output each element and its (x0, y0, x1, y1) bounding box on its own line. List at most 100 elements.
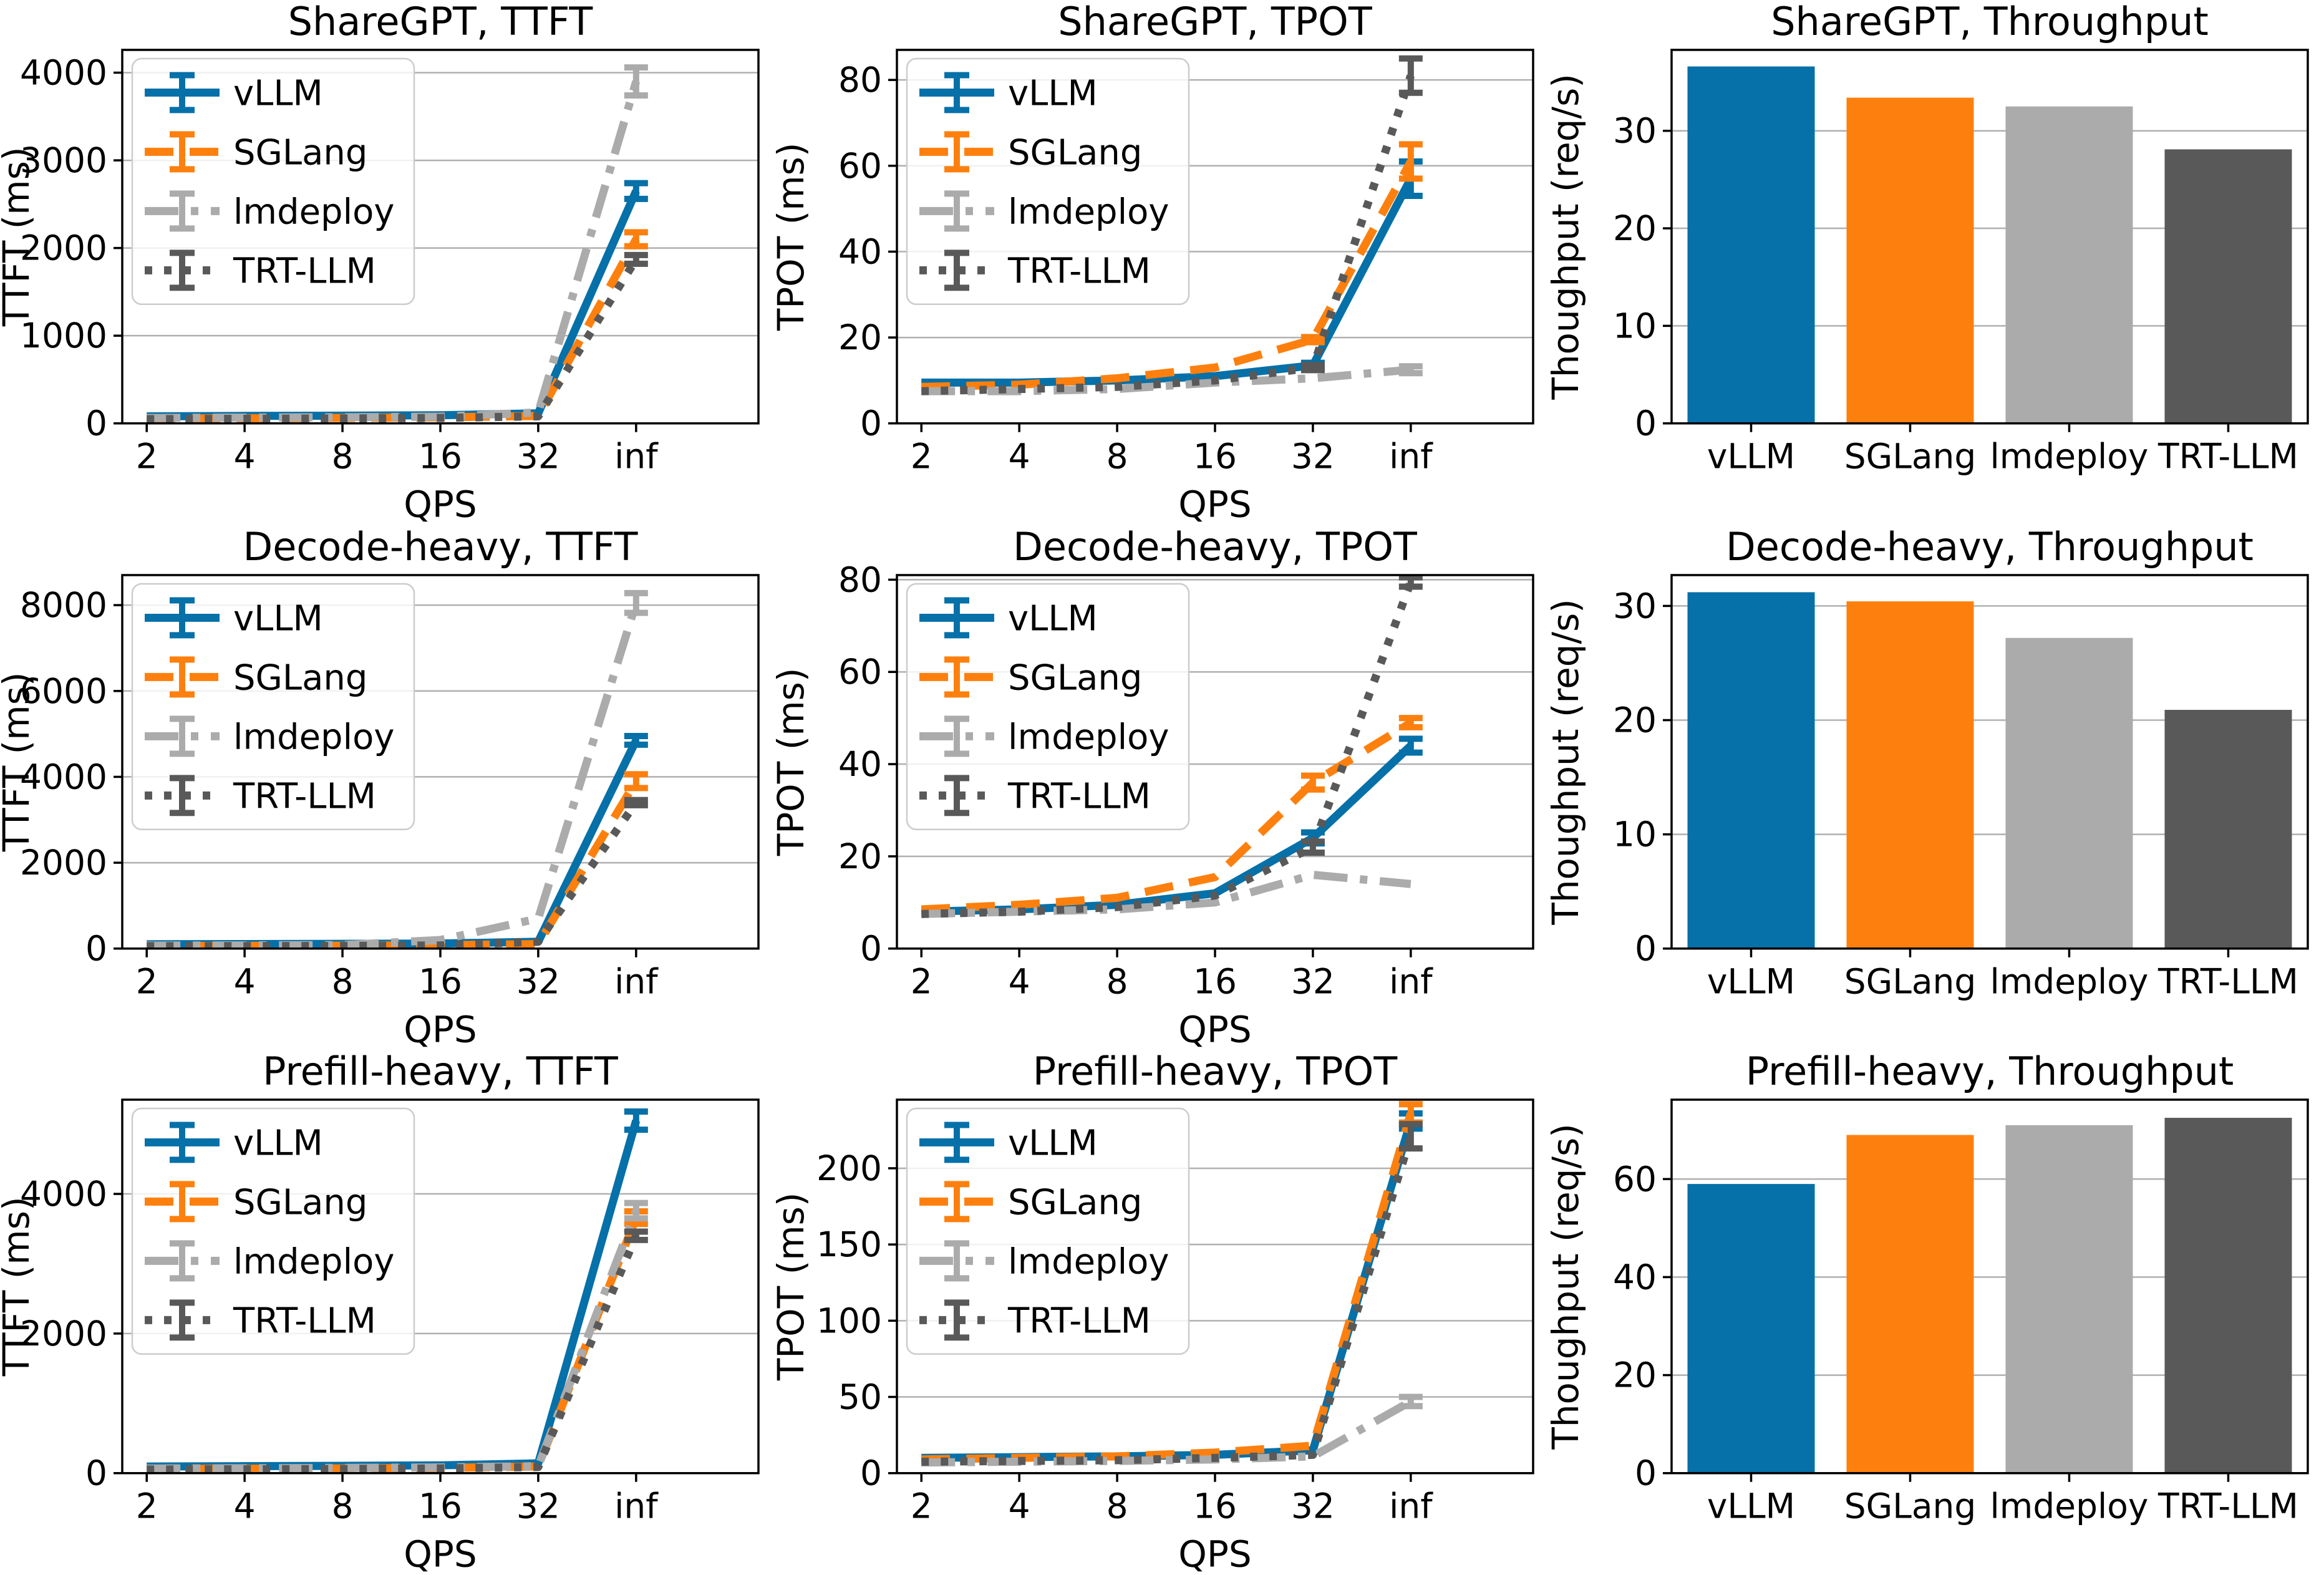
y-tick-label: 10 (1613, 814, 1657, 854)
series-TRT-LLM (921, 574, 1423, 918)
plot-data (1687, 592, 2292, 949)
plot-border (896, 1098, 1534, 1475)
legend-label: lmdeploy (1008, 1242, 1169, 1282)
y-tick-label: 40 (1613, 1258, 1657, 1297)
plot-border (1670, 1098, 2309, 1475)
y-tick-label: 20 (1613, 1355, 1657, 1395)
chart-sharegpt-throughput: 0 10 20 30 vLLM SGLang lmdeploy TRT-LLM ShareGPT… (1549, 0, 2324, 525)
bar-vLLM (1687, 1184, 1815, 1474)
y-tick-label: 30 (1613, 586, 1657, 626)
chart-title: ShareGPT, TTFT (288, 0, 594, 44)
x-tick-label: 4 (1009, 961, 1030, 1001)
legend-item-SGLang: SGLang (919, 1181, 1142, 1223)
legend-item-TRT-LLM: TRT-LLM (919, 774, 1151, 817)
x-tick-label: TRT-LLM (2157, 961, 2298, 1001)
bar-TRT-LLM (2164, 1118, 2292, 1474)
plot-border (896, 49, 1534, 425)
legend-item-vLLM: vLLM (145, 597, 323, 639)
y-tick-label: 60 (838, 146, 882, 186)
bar-lmdeploy (2005, 1125, 2133, 1474)
axes-ticks: 0 10 20 30 vLLM SGLang lmdeploy TRT-LLM (1613, 586, 2298, 1001)
legend-item-vLLM: vLLM (919, 72, 1098, 114)
legend-label: vLLM (1008, 73, 1098, 114)
x-axis-label: QPS (1178, 1533, 1251, 1575)
legend-item-TRT-LLM: TRT-LLM (145, 774, 376, 817)
plot-data (1687, 1118, 2292, 1474)
series-line-TRT-LLM (147, 1234, 640, 1474)
legend-item-lmdeploy: lmdeploy (919, 190, 1169, 232)
x-tick-label: 32 (1291, 437, 1335, 477)
series-line-SGLang (921, 719, 1413, 914)
legend-label: TRT-LLM (1007, 776, 1151, 817)
series-TRT-LLM (147, 1228, 648, 1474)
x-axis-label: QPS (1178, 1008, 1251, 1050)
legend: vLLM SGLang lmdeploy TRT-LLM (906, 583, 1190, 830)
x-tick-label: SGLang (1844, 1486, 1977, 1526)
x-tick-label: 32 (516, 1486, 560, 1526)
x-tick-label: 2 (911, 1486, 932, 1526)
chart-title: Decode-heavy, Throughput (1726, 525, 2254, 569)
x-tick-label: 32 (516, 961, 560, 1001)
y-tick-label: 2000 (20, 228, 107, 268)
x-axis-label: QPS (1178, 483, 1251, 525)
x-tick-label: 16 (1193, 437, 1237, 477)
legend-item-TRT-LLM: TRT-LLM (919, 250, 1151, 291)
x-tick-label: 4 (234, 961, 256, 1001)
y-axis-label: TTFT (ms) (0, 147, 37, 327)
error-bar-lmdeploy (624, 1199, 648, 1222)
x-tick-label: 8 (332, 437, 354, 477)
legend-item-SGLang: SGLang (145, 656, 367, 698)
plot-border (121, 49, 760, 425)
x-tick-label: SGLang (1844, 437, 1977, 477)
y-tick-label: 6000 (20, 671, 107, 710)
legend-label: lmdeploy (233, 191, 395, 232)
axes-ticks: 0 10 20 30 vLLM SGLang lmdeploy TRT-LLM (1613, 111, 2298, 477)
x-tick-label: 8 (1106, 961, 1128, 1001)
error-bar-TRT-LLM (1398, 574, 1423, 590)
legend-box (906, 583, 1190, 830)
chart-title: ShareGPT, Throughput (1771, 0, 2209, 44)
y-tick-label: 40 (838, 231, 882, 271)
y-tick-label: 60 (838, 652, 882, 692)
chart-sharegpt-tpot: 0 20 40 60 80 2 4 8 16 32 inf ShareGPT, TPOT QPS TPOT… (775, 0, 1549, 525)
y-tick-label: 20 (838, 836, 882, 876)
legend-item-vLLM: vLLM (919, 597, 1098, 639)
y-tick-label: 200 (816, 1148, 882, 1188)
legend-item-vLLM: vLLM (145, 1122, 323, 1164)
y-tick-label: 0 (860, 404, 882, 443)
y-axis-label: TPOT (ms) (775, 143, 812, 332)
x-tick-label: 16 (419, 961, 462, 1001)
series-line-SGLang (921, 1112, 1415, 1464)
error-bar-vLLM (1398, 735, 1423, 756)
x-axis-label: QPS (404, 1008, 477, 1050)
x-tick-label: 2 (136, 437, 158, 477)
chart-title: Prefill-heavy, Throughput (1746, 1050, 2234, 1094)
y-tick-label: 0 (1635, 1453, 1657, 1493)
y-axis-label: Thoughput (req/s) (1549, 599, 1587, 925)
legend-item-lmdeploy: lmdeploy (919, 1240, 1169, 1282)
x-tick-label: lmdeploy (1990, 961, 2149, 1001)
x-tick-label: 2 (136, 1486, 158, 1526)
y-tick-label: 20 (1613, 700, 1657, 740)
y-tick-label: 8000 (20, 585, 107, 625)
error-bar-TRT-LLM (1398, 1121, 1423, 1152)
plot-border (896, 573, 1534, 950)
plot-data (921, 55, 1423, 395)
chart-prefill-heavy-tpot: 0 50 100 150 200 2 4 8 16 32 inf Prefill-heavy, TPO… (775, 1050, 1549, 1575)
y-tick-label: 100 (816, 1301, 882, 1341)
series-TRT-LLM (921, 55, 1423, 395)
legend-item-SGLang: SGLang (145, 131, 367, 173)
y-tick-label: 80 (838, 60, 882, 100)
series-line-vLLM (921, 177, 1415, 387)
series-line-TRT-LLM (147, 800, 640, 949)
y-axis-label: Thoughput (req/s) (1549, 1123, 1587, 1450)
legend: vLLM SGLang lmdeploy TRT-LLM (131, 57, 415, 306)
bar-TRT-LLM (2164, 149, 2292, 424)
chart-prefill-heavy-throughput: 0 20 40 60 vLLM SGLang lmdeploy TRT-LLM Prefill-… (1549, 1050, 2324, 1575)
error-bar-lmdeploy (1398, 1393, 1423, 1410)
error-bar-vLLM (624, 180, 648, 202)
legend-label: SGLang (233, 132, 367, 173)
chart-title: Decode-heavy, TTFT (243, 525, 639, 569)
x-tick-label: 2 (136, 961, 158, 1001)
